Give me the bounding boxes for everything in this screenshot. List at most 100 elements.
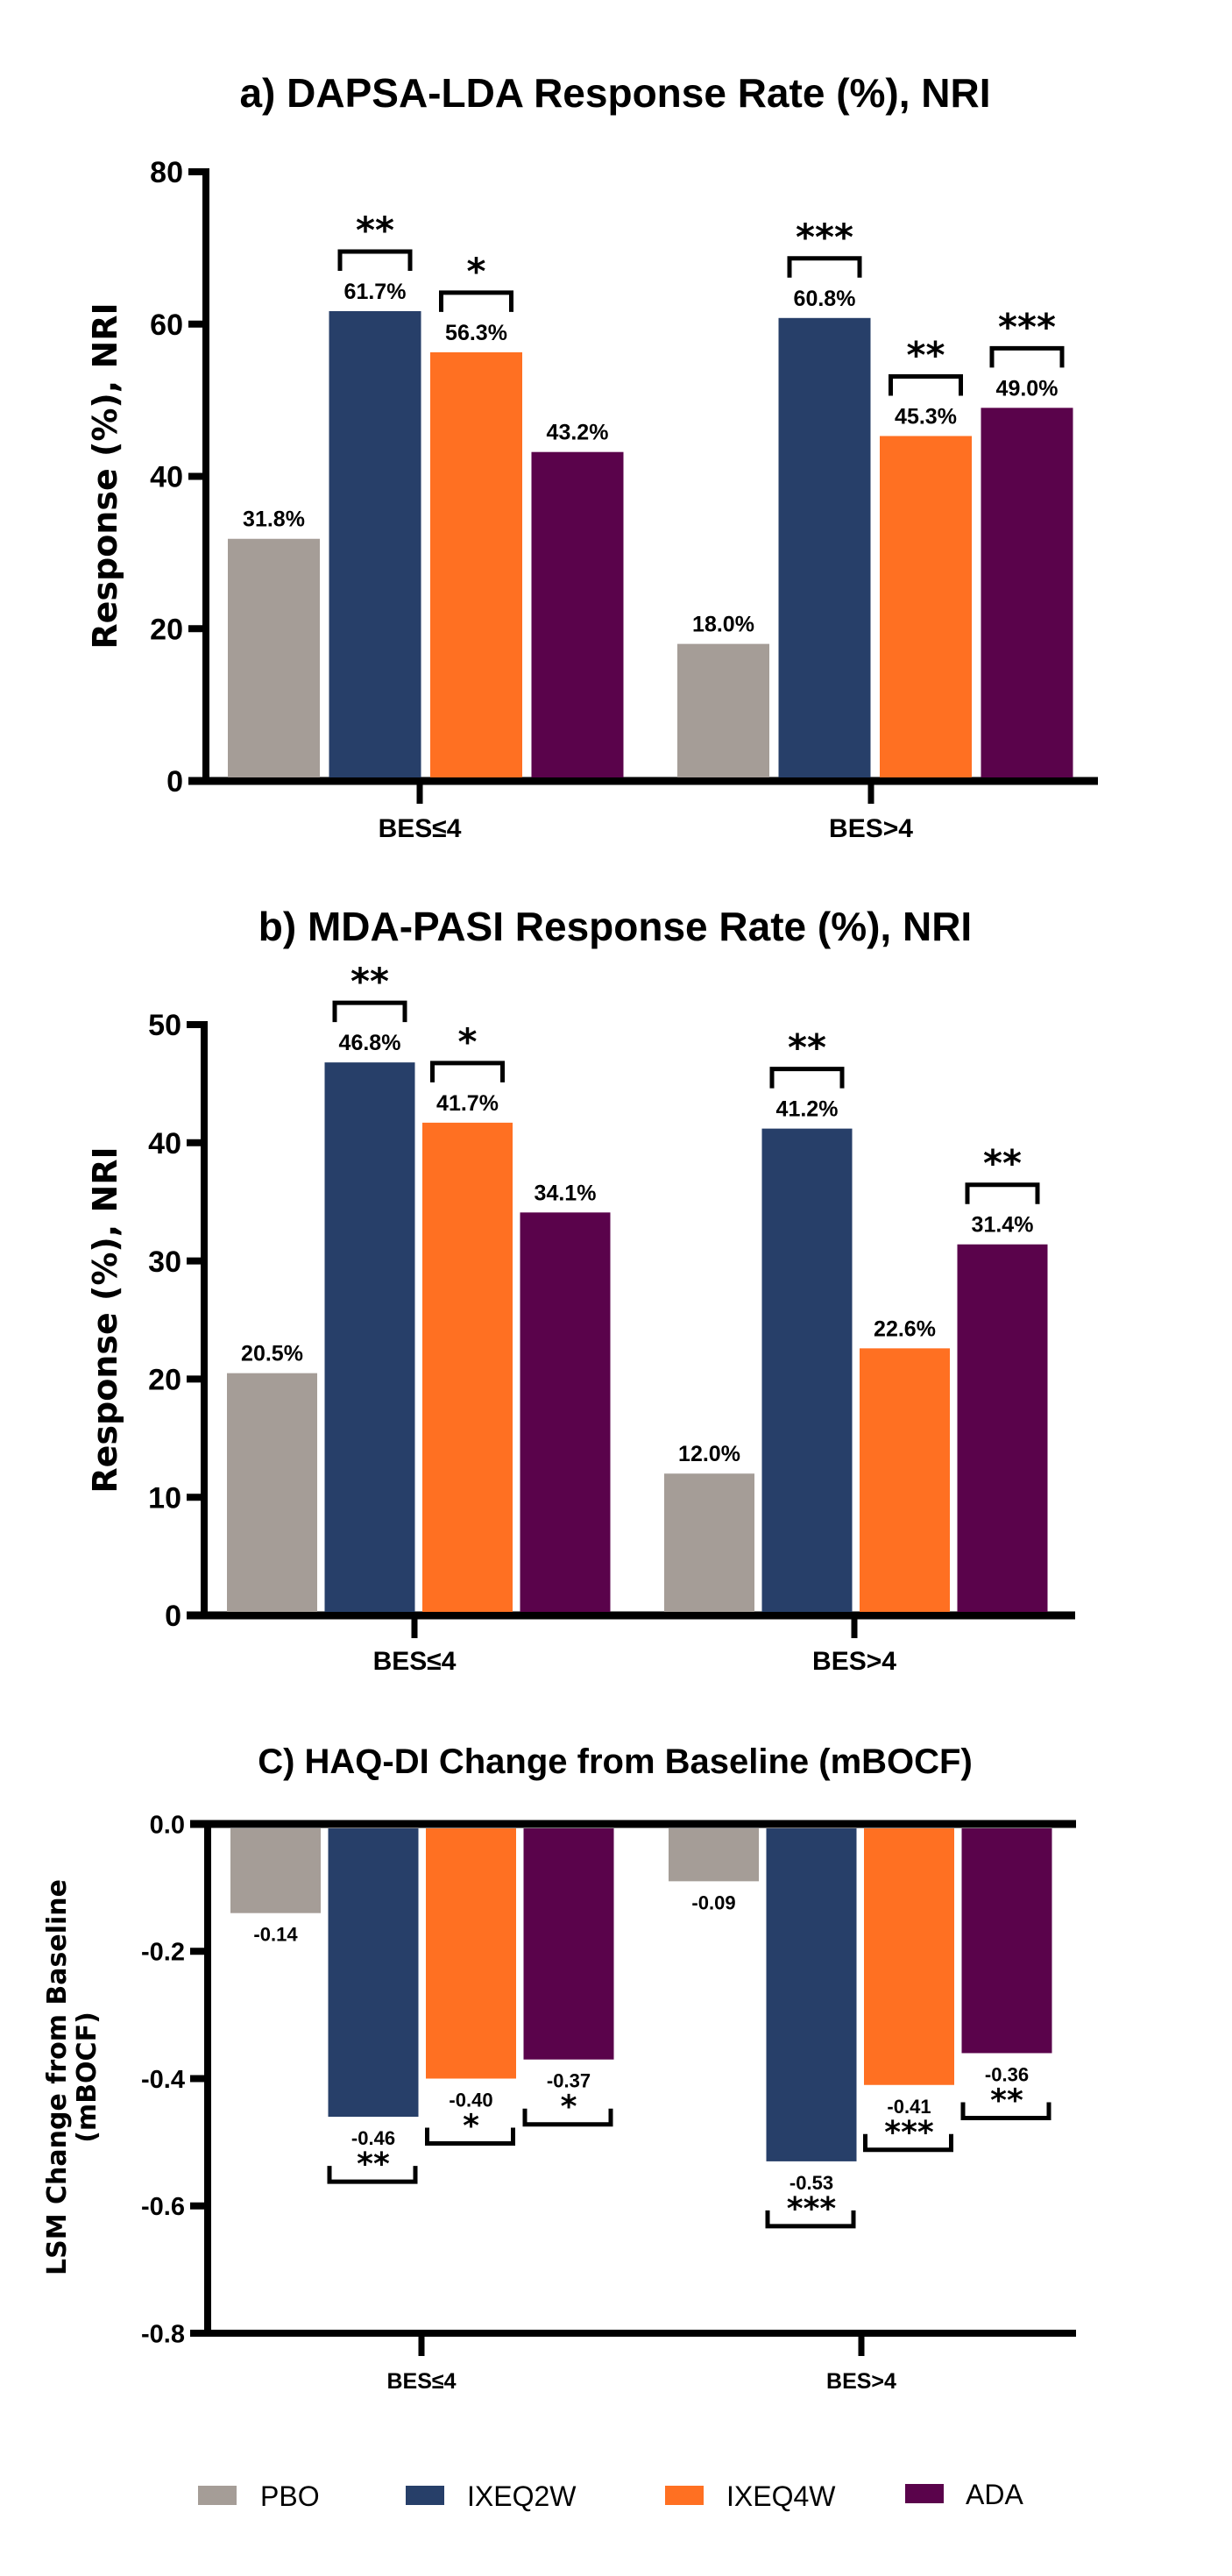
chart-c-plot: 0.0 -0.2 -0.4 -0.6 -0.8 BES≤4 BES>4 -0.14 -0.09 -…: [141, 1811, 1076, 2394]
chart-b-plot: 0 10 20 30 40 50 BES≤4 BES>4 20.5% 12.0% 46.8% ** 41…: [148, 960, 1075, 1676]
chart-c-significance-stars: **: [990, 2083, 1023, 2118]
chart-c-significance-stars: *: [463, 2109, 479, 2145]
chart-c-significance-stars: ***: [884, 2115, 934, 2151]
chart-b-significance-bracket: [430, 1061, 505, 1082]
chart-a-significance-stars: **: [907, 333, 945, 376]
chart-b-bar-ixeq2w-bes-4: [324, 1062, 415, 1612]
chart-a-data-label: 60.8%: [794, 287, 856, 311]
chart-c-data-label: -0.41: [887, 2096, 931, 2118]
chart-b-x-tick-label: BES>4: [812, 1647, 896, 1676]
legend: PBO IXEQ2W IXEQ4W ADA: [198, 2479, 1023, 2512]
chart-a-bar-pbo-bes-4: [228, 538, 320, 777]
chart-a-significance-stars: ***: [796, 216, 853, 259]
chart-c-y-tick-label: -0.8: [141, 2320, 185, 2348]
chart-b-title: b) MDA-PASI Response Rate (%), NRI: [258, 904, 972, 949]
chart-b-significance-stars: **: [350, 960, 389, 1003]
chart-b-bar-ixeq4w-bes-4: [860, 1348, 950, 1612]
chart-c-y-axis-label-line-2: (mBOCF): [72, 2012, 103, 2143]
legend-item-ada: ADA: [905, 2479, 1023, 2510]
chart-b-y-tick-label: 30: [148, 1245, 181, 1279]
legend-label-ixeq4w: IXEQ4W: [726, 2480, 836, 2512]
legend-swatch-ixeq4w: [665, 2486, 704, 2505]
chart-a-bar-ixeq2w-bes-4: [778, 317, 871, 777]
chart-a-data-label: 45.3%: [895, 404, 957, 429]
chart-a-bar-ixeq4w-bes-4: [880, 436, 972, 777]
chart-b-bar-pbo-bes-4: [664, 1473, 754, 1612]
chart-b-data-label: 34.1%: [535, 1181, 597, 1205]
chart-c-bar-ixeq4w-bes-4: [864, 1828, 954, 2085]
chart-b-data-label: 41.2%: [776, 1097, 839, 1122]
chart-c-y-tick-label: -0.6: [141, 2193, 185, 2221]
legend-swatch-ada: [905, 2484, 944, 2503]
chart-c-significance-bracket: [522, 2108, 613, 2127]
chart-c-bar-pbo-bes-4: [230, 1828, 321, 1913]
chart-a-data-label: 18.0%: [692, 613, 754, 637]
legend-label-pbo: PBO: [260, 2480, 320, 2512]
legend-swatch-pbo: [198, 2486, 237, 2505]
chart-b-significance-stars: **: [788, 1026, 826, 1069]
chart-b-x-tick-label: BES≤4: [373, 1647, 457, 1676]
chart-c-significance-bracket: [863, 2133, 953, 2153]
chart-a-title: a) DAPSA-LDA Response Rate (%), NRI: [239, 70, 990, 116]
chart-a-significance-stars: ***: [998, 305, 1056, 348]
chart-c-bar-ada-bes-4: [961, 1828, 1052, 2054]
chart-c-data-label: -0.40: [449, 2090, 492, 2111]
chart-a-y-tick-label: 40: [150, 461, 183, 494]
chart-b-bar-ada-bes-4: [957, 1244, 1048, 1612]
chart-a-significance-stars: **: [356, 209, 394, 252]
chart-c-significance-bracket: [960, 2102, 1051, 2120]
chart-a-data-label: 43.2%: [547, 421, 609, 445]
chart-a-bar-ixeq4w-bes-4: [430, 351, 522, 777]
chart-b-y-tick-label: 0: [165, 1600, 181, 1633]
chart-a-bar-ada-bes-4: [531, 451, 624, 777]
chart-c-y-axis-label-line-1: LSM Change from Baseline: [42, 1879, 73, 2275]
chart-b-data-label: 46.8%: [339, 1031, 401, 1055]
chart-a-x-tick-label: BES≤4: [379, 814, 462, 843]
chart-b-mda-pasi: b) MDA-PASI Response Rate (%), NRI Respo…: [86, 904, 1075, 1676]
chart-b-data-label: 31.4%: [972, 1213, 1034, 1238]
chart-c-y-axis-label: LSM Change from Baseline (mBOCF): [42, 1879, 103, 2275]
chart-a-significance-bracket: [439, 290, 513, 312]
chart-c-y-tick-label: 0.0: [150, 1811, 185, 1839]
chart-a-data-label: 49.0%: [996, 376, 1059, 401]
chart-a-data-label: 61.7%: [344, 280, 407, 304]
chart-a-dapsa-lda: a) DAPSA-LDA Response Rate (%), NRI Resp…: [86, 70, 1098, 843]
chart-c-significance-stars: *: [561, 2090, 577, 2125]
chart-a-data-label: 31.8%: [243, 507, 305, 532]
chart-c-data-label: -0.09: [691, 1891, 735, 1913]
chart-a-y-axis-label: Response (%), NRI: [86, 302, 124, 649]
chart-a-significance-bracket: [889, 373, 963, 396]
chart-b-bar-ada-bes-4: [520, 1212, 611, 1612]
chart-c-significance-bracket: [327, 2166, 418, 2184]
chart-c-bar-ixeq2w-bes-4: [328, 1828, 419, 2118]
chart-a-significance-bracket: [989, 345, 1065, 368]
chart-c-data-label: -0.14: [253, 1924, 298, 1946]
legend-label-ixeq2w: IXEQ2W: [467, 2480, 577, 2512]
chart-c-significance-bracket: [425, 2127, 515, 2146]
legend-item-ixeq4w: IXEQ4W: [665, 2480, 836, 2512]
chart-b-significance-bracket: [965, 1182, 1040, 1204]
chart-c-y-tick-label: -0.4: [141, 2066, 185, 2094]
chart-a-y-tick-label: 20: [150, 613, 183, 646]
chart-c-significance-stars: **: [357, 2147, 390, 2182]
chart-b-y-tick-label: 10: [148, 1481, 181, 1515]
legend-label-ada: ADA: [966, 2479, 1023, 2510]
chart-b-significance-bracket: [769, 1067, 845, 1089]
chart-a-plot: 0 20 40 60 80 BES≤4 BES>4 31.8% 18.0% 61.7% ** 60.8…: [150, 156, 1098, 843]
chart-a-y-tick-label: 60: [150, 309, 183, 342]
chart-c-bar-ixeq2w-bes-4: [766, 1828, 857, 2161]
chart-b-data-label: 41.7%: [436, 1091, 499, 1116]
legend-swatch-ixeq2w: [406, 2486, 444, 2505]
chart-a-significance-stars: *: [467, 250, 486, 293]
chart-c-haq-di: C) HAQ-DI Change from Baseline (mBOCF) L…: [42, 1742, 1076, 2394]
chart-b-data-label: 12.0%: [678, 1442, 740, 1466]
chart-a-bar-pbo-bes-4: [677, 643, 769, 777]
chart-b-significance-bracket: [332, 1000, 407, 1023]
chart-c-data-label: -0.37: [547, 2070, 591, 2092]
chart-c-x-tick-label: BES≤4: [386, 2369, 456, 2394]
chart-c-bar-ada-bes-4: [523, 1828, 614, 2060]
chart-a-data-label: 56.3%: [445, 321, 507, 345]
chart-c-data-label: -0.53: [789, 2172, 833, 2194]
chart-a-y-tick-label: 0: [166, 765, 183, 798]
